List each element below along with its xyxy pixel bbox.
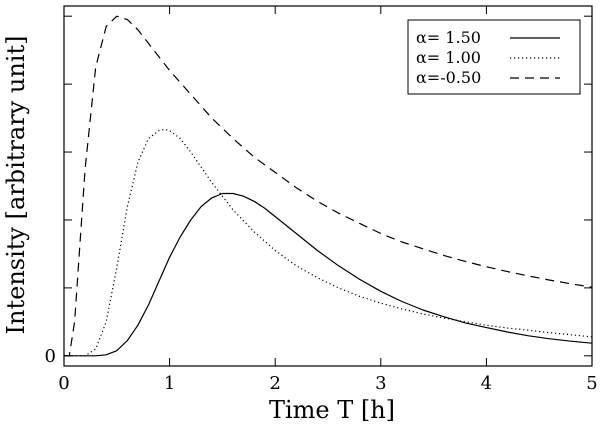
series-line-1 <box>64 192 593 357</box>
x-tick-label: 5 <box>586 373 597 394</box>
y-axis-label: Intensity [arbitrary unit] <box>2 36 30 335</box>
plot-border <box>63 5 593 367</box>
x-tick-label: 0 <box>58 373 69 394</box>
series-line-3 <box>64 15 593 357</box>
legend-label-1: α= 1.50 <box>416 28 481 47</box>
x-axis-label: Time T [h] <box>269 396 395 424</box>
x-tick-label: 3 <box>375 373 386 394</box>
legend-label-3: α=-0.50 <box>416 68 481 87</box>
axis-ticks <box>63 6 593 366</box>
plot-frame <box>63 5 593 367</box>
legend-label-2: α= 1.00 <box>416 48 481 67</box>
series-layer <box>64 15 593 357</box>
series-line-2 <box>64 128 593 357</box>
tick-labels: 0 1 2 3 4 5 0 <box>45 346 598 394</box>
x-tick-label: 1 <box>164 373 175 394</box>
x-tick-label: 2 <box>269 373 280 394</box>
legend-entries: α= 1.50α= 1.00α=-0.50 <box>416 28 560 87</box>
x-tick-label: 4 <box>481 373 492 394</box>
y-tick-label: 0 <box>45 346 56 367</box>
legend-box <box>407 19 581 95</box>
legend: α= 1.50α= 1.00α=-0.50 <box>407 19 581 95</box>
